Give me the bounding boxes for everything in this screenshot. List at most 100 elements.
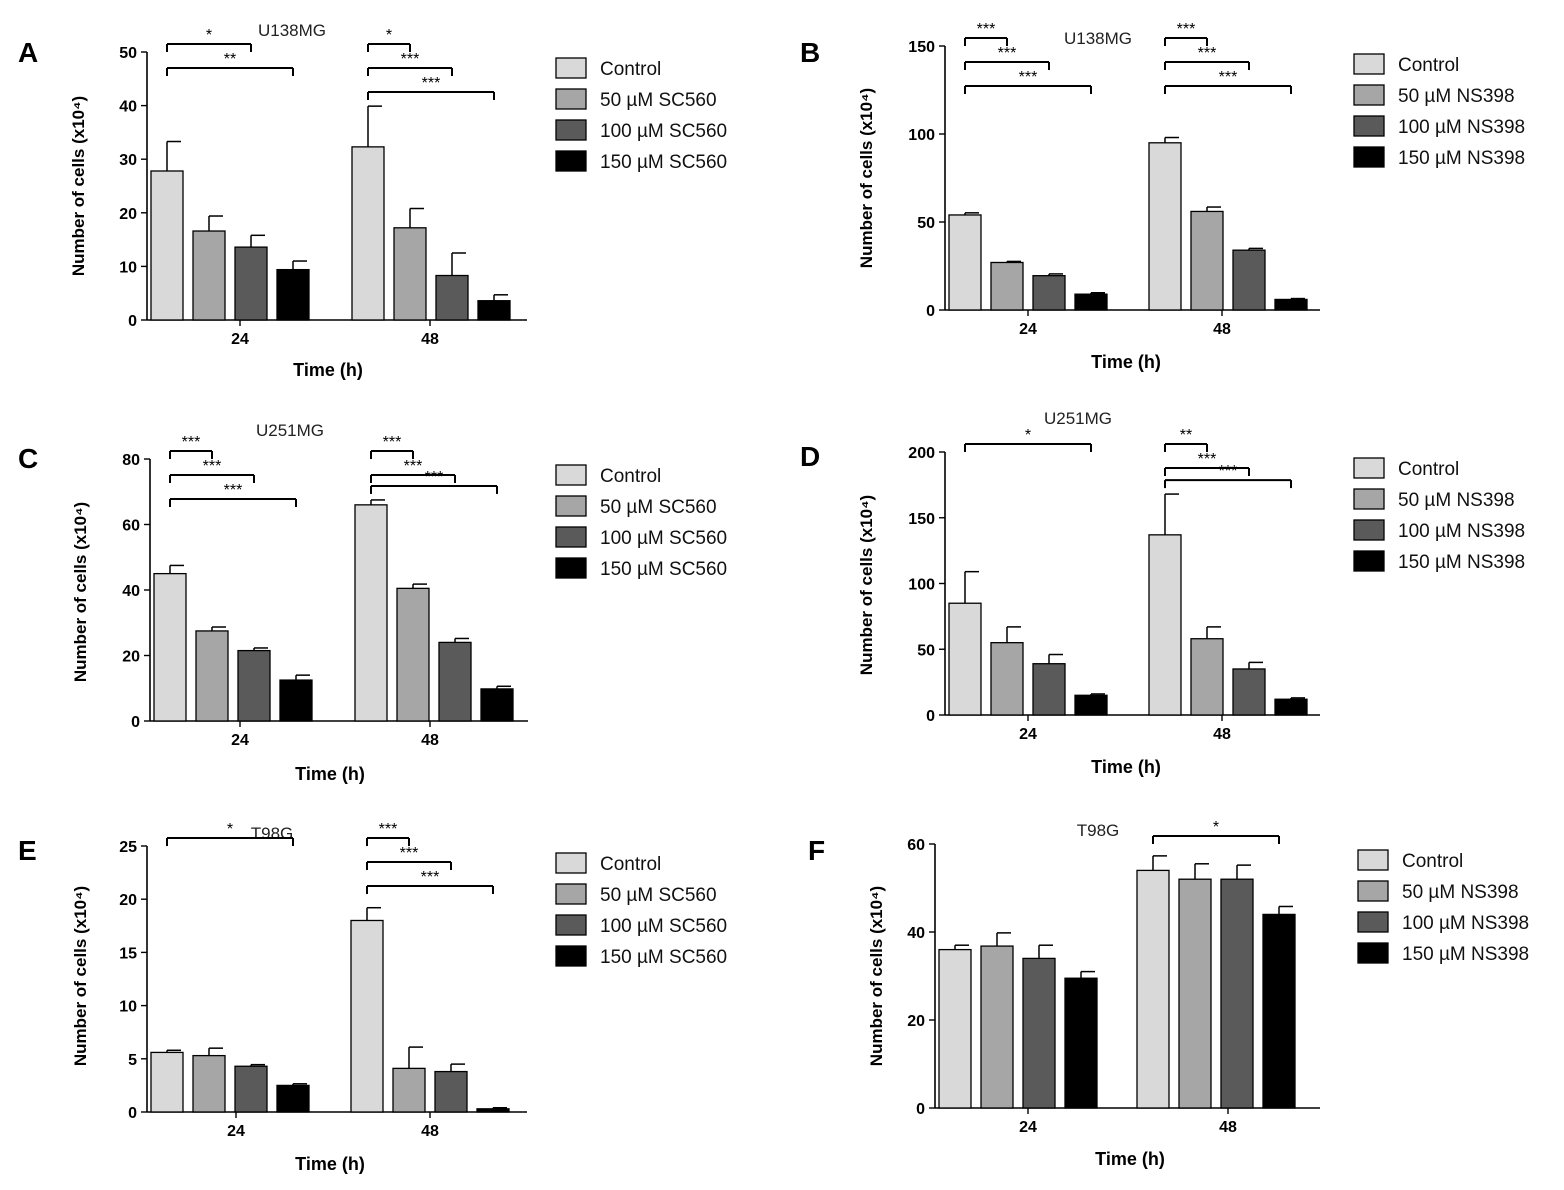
bar <box>279 679 313 722</box>
significance-label: *** <box>379 821 398 838</box>
bar <box>1032 663 1066 716</box>
x-tick-label: 24 <box>1019 726 1037 743</box>
bar <box>393 227 427 321</box>
legend-swatch <box>555 557 587 579</box>
bar <box>1074 694 1108 716</box>
y-axis-title: Number of cells (x10⁴) <box>71 886 90 1066</box>
panel-letter: F <box>808 835 825 866</box>
panel-letter: A <box>18 37 38 68</box>
y-tick-label: 5 <box>128 1052 137 1069</box>
bar <box>234 1065 268 1113</box>
significance-label: *** <box>422 75 441 92</box>
significance-label: *** <box>400 845 419 862</box>
bar <box>1148 534 1182 716</box>
legend-swatch <box>1353 53 1385 75</box>
bar <box>1220 878 1254 1109</box>
y-tick-label: 100 <box>908 127 935 144</box>
bar <box>354 504 388 722</box>
legend-label: 150 µM SC560 <box>600 559 727 580</box>
legend-swatch <box>555 852 587 874</box>
y-axis-title: Number of cells (x10⁴) <box>857 495 876 675</box>
y-tick-label: 20 <box>907 1013 925 1030</box>
legend-swatch <box>1357 849 1389 871</box>
significance-label: *** <box>203 458 222 475</box>
y-axis-title: Number of cells (x10⁴) <box>857 88 876 268</box>
bar <box>150 1051 184 1113</box>
y-axis-title: Number of cells (x10⁴) <box>867 886 886 1066</box>
bar <box>1262 913 1296 1109</box>
bar <box>980 945 1014 1109</box>
significance-label: * <box>386 27 392 44</box>
y-tick-label: 20 <box>119 892 137 909</box>
chart-title: U251MG <box>256 421 324 440</box>
significance-label: ** <box>1180 427 1192 444</box>
bar <box>477 300 511 321</box>
legend-label: 100 µM SC560 <box>600 121 727 142</box>
bar <box>1190 638 1224 716</box>
legend-swatch <box>1357 880 1389 902</box>
x-tick-label: 24 <box>1019 321 1037 338</box>
y-tick-label: 100 <box>908 577 935 594</box>
significance-label: *** <box>1198 451 1217 468</box>
legend-swatch <box>555 883 587 905</box>
bar <box>351 146 385 321</box>
y-tick-label: 40 <box>122 583 140 600</box>
y-tick-label: 10 <box>119 259 137 276</box>
significance-label: *** <box>1177 21 1196 38</box>
bar <box>276 268 310 321</box>
y-axis-title: Number of cells (x10⁴) <box>71 502 90 682</box>
y-tick-label: 50 <box>917 215 935 232</box>
x-tick-label: 48 <box>1219 1119 1237 1136</box>
panel-letter: B <box>800 37 820 68</box>
legend-swatch <box>1353 457 1385 479</box>
y-tick-label: 20 <box>122 649 140 666</box>
legend-swatch <box>555 464 587 486</box>
bar <box>192 230 226 321</box>
y-tick-label: 80 <box>122 452 140 469</box>
legend-label: 50 µM SC560 <box>600 885 717 906</box>
bar <box>350 919 384 1113</box>
significance-label: ** <box>224 51 236 68</box>
y-tick-label: 50 <box>917 642 935 659</box>
legend-label: 50 µM NS398 <box>1402 882 1519 903</box>
significance-label: *** <box>998 45 1017 62</box>
bar <box>1136 869 1170 1109</box>
y-tick-label: 200 <box>908 445 935 462</box>
panel-letter: D <box>800 441 820 472</box>
chart-title: U251MG <box>1044 409 1112 428</box>
legend-swatch <box>1353 84 1385 106</box>
bar <box>990 642 1024 716</box>
significance-label: *** <box>1219 69 1238 86</box>
y-tick-label: 0 <box>916 1101 925 1118</box>
legend-label: Control <box>1398 55 1459 76</box>
legend-label: 100 µM SC560 <box>600 916 727 937</box>
bar <box>192 1054 226 1113</box>
bar <box>1032 275 1066 311</box>
legend-label: 100 µM NS398 <box>1398 117 1525 138</box>
x-tick-label: 24 <box>1019 1119 1037 1136</box>
y-tick-label: 0 <box>128 313 137 330</box>
legend-swatch <box>1353 146 1385 168</box>
x-tick-label: 24 <box>231 732 249 749</box>
legend-label: Control <box>600 854 661 875</box>
bar <box>1232 249 1266 311</box>
bar <box>153 572 187 722</box>
legend-swatch <box>1357 942 1389 964</box>
x-tick-label: 48 <box>421 331 439 348</box>
y-axis-title: Number of cells (x10⁴) <box>69 96 88 276</box>
legend-swatch <box>555 945 587 967</box>
y-tick-label: 150 <box>908 511 935 528</box>
legend-label: 150 µM NS398 <box>1398 148 1525 169</box>
x-tick-label: 48 <box>1213 321 1231 338</box>
x-axis-title: Time (h) <box>295 1154 365 1174</box>
legend-label: 150 µM SC560 <box>600 152 727 173</box>
bar <box>396 587 430 722</box>
significance-label: *** <box>404 458 423 475</box>
bar <box>435 274 469 321</box>
bar <box>237 649 271 722</box>
bar <box>1274 698 1308 716</box>
legend-label: 50 µM SC560 <box>600 90 717 111</box>
bar <box>990 261 1024 311</box>
legend-label: 100 µM NS398 <box>1402 913 1529 934</box>
significance-label: *** <box>401 51 420 68</box>
